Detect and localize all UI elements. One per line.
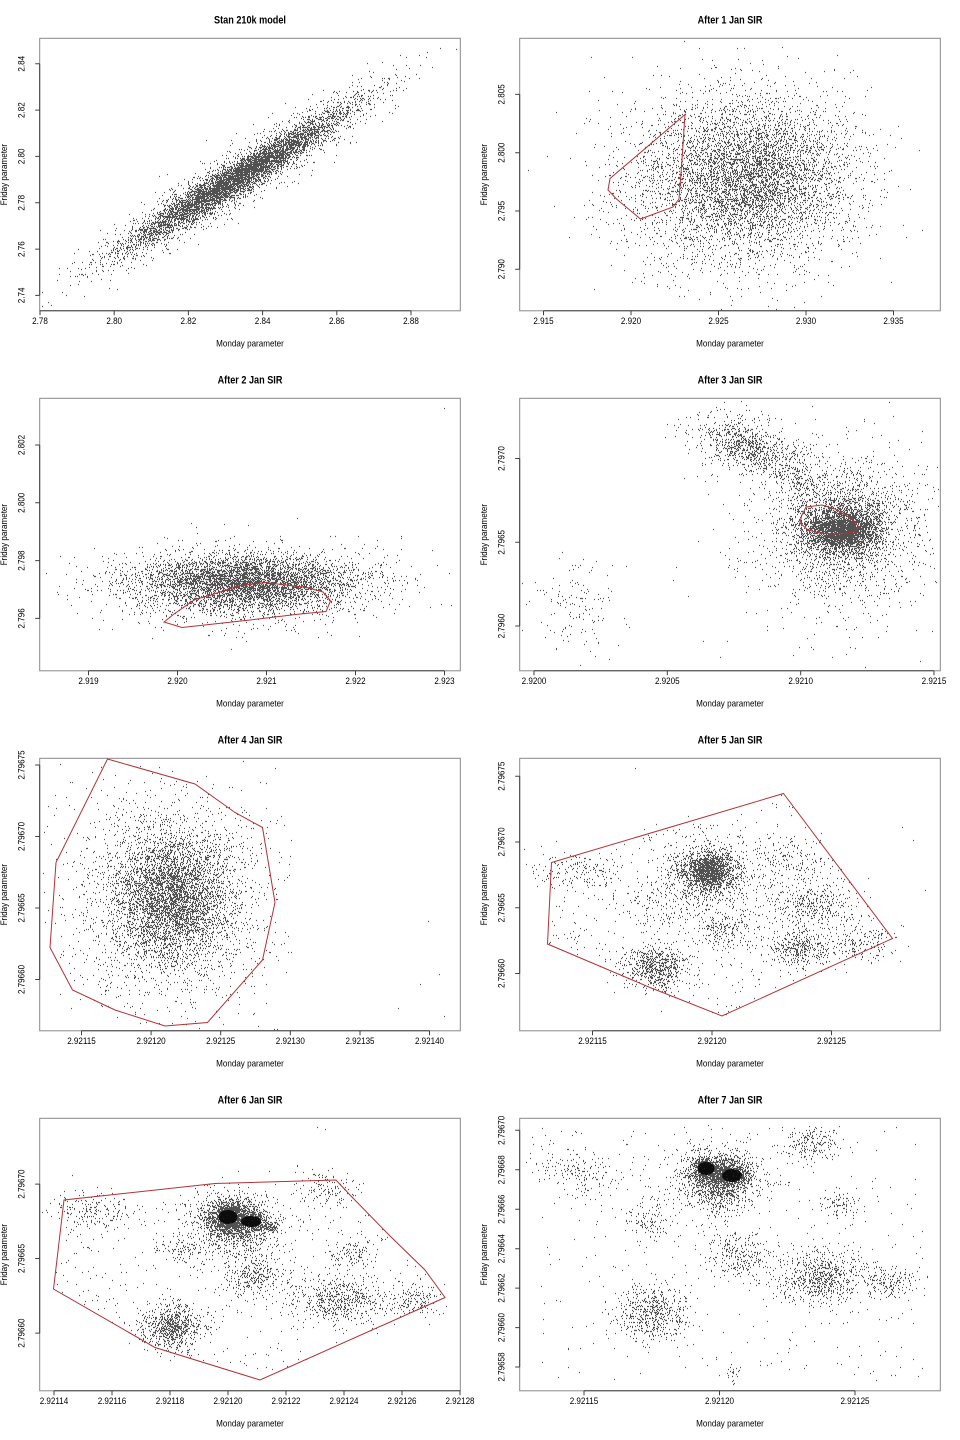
- svg-text:2.92116: 2.92116: [98, 1395, 127, 1406]
- svg-text:2.930: 2.930: [796, 315, 816, 326]
- svg-text:2.92118: 2.92118: [156, 1395, 185, 1406]
- svg-text:After 5 Jan SIR: After 5 Jan SIR: [698, 735, 763, 747]
- svg-text:After 7 Jan SIR: After 7 Jan SIR: [698, 1095, 763, 1107]
- svg-text:2.79664: 2.79664: [496, 1234, 507, 1263]
- svg-text:2.92135: 2.92135: [345, 1035, 374, 1046]
- svg-text:2.78: 2.78: [32, 315, 48, 326]
- svg-text:2.92120: 2.92120: [137, 1035, 166, 1046]
- svg-text:2.92125: 2.92125: [840, 1395, 869, 1406]
- svg-text:Monday parameter: Monday parameter: [216, 1417, 284, 1428]
- svg-text:2.795: 2.795: [496, 201, 507, 221]
- svg-text:2.9210: 2.9210: [788, 675, 813, 686]
- svg-text:2.79660: 2.79660: [496, 1313, 507, 1342]
- svg-text:2.92124: 2.92124: [329, 1395, 358, 1406]
- svg-text:2.79665: 2.79665: [16, 893, 27, 922]
- svg-text:2.92120: 2.92120: [705, 1395, 734, 1406]
- svg-text:2.79668: 2.79668: [496, 1155, 507, 1184]
- svg-text:Friday parameter: Friday parameter: [480, 144, 489, 205]
- svg-text:After 6 Jan SIR: After 6 Jan SIR: [218, 1095, 283, 1107]
- svg-text:2.7960: 2.7960: [496, 614, 507, 639]
- svg-text:2.925: 2.925: [708, 315, 728, 326]
- svg-text:2.9215: 2.9215: [922, 675, 947, 686]
- svg-text:2.82: 2.82: [181, 315, 197, 326]
- svg-text:2.92126: 2.92126: [387, 1395, 416, 1406]
- svg-text:2.920: 2.920: [621, 315, 641, 326]
- svg-text:2.796: 2.796: [16, 608, 27, 628]
- svg-text:After 2 Jan SIR: After 2 Jan SIR: [218, 375, 283, 387]
- svg-text:After 3 Jan SIR: After 3 Jan SIR: [698, 375, 763, 387]
- svg-text:Monday parameter: Monday parameter: [216, 337, 284, 348]
- svg-text:2.74: 2.74: [16, 288, 27, 304]
- svg-text:2.92115: 2.92115: [67, 1035, 96, 1046]
- svg-text:2.79670: 2.79670: [496, 827, 507, 856]
- svg-text:2.7970: 2.7970: [496, 446, 507, 471]
- svg-text:2.92130: 2.92130: [276, 1035, 305, 1046]
- svg-text:Monday parameter: Monday parameter: [696, 1417, 764, 1428]
- svg-text:2.923: 2.923: [434, 675, 454, 686]
- svg-text:Friday parameter: Friday parameter: [0, 1224, 9, 1285]
- svg-text:2.78: 2.78: [16, 195, 27, 211]
- svg-text:Friday parameter: Friday parameter: [0, 504, 9, 565]
- svg-text:2.79670: 2.79670: [496, 1116, 507, 1145]
- svg-text:2.7965: 2.7965: [496, 530, 507, 555]
- svg-text:2.800: 2.800: [16, 493, 27, 513]
- svg-text:2.79666: 2.79666: [496, 1195, 507, 1224]
- svg-text:2.84: 2.84: [16, 56, 27, 72]
- svg-text:2.800: 2.800: [496, 143, 507, 163]
- svg-text:Stan 210k model: Stan 210k model: [214, 15, 286, 27]
- svg-text:2.915: 2.915: [533, 315, 553, 326]
- svg-text:Friday parameter: Friday parameter: [0, 144, 9, 205]
- svg-text:2.79665: 2.79665: [496, 893, 507, 922]
- svg-text:2.9200: 2.9200: [522, 675, 547, 686]
- svg-text:Friday parameter: Friday parameter: [0, 864, 9, 925]
- svg-text:2.84: 2.84: [255, 315, 271, 326]
- svg-text:2.920: 2.920: [167, 675, 187, 686]
- svg-text:2.79660: 2.79660: [16, 965, 27, 994]
- svg-text:Friday parameter: Friday parameter: [480, 1224, 489, 1285]
- svg-text:Monday parameter: Monday parameter: [696, 337, 764, 348]
- svg-text:2.79660: 2.79660: [16, 1319, 27, 1348]
- svg-text:2.805: 2.805: [496, 84, 507, 104]
- svg-text:2.92120: 2.92120: [697, 1035, 726, 1046]
- svg-text:Monday parameter: Monday parameter: [696, 697, 764, 708]
- svg-text:Friday parameter: Friday parameter: [480, 504, 489, 565]
- svg-text:2.92114: 2.92114: [40, 1395, 69, 1406]
- svg-text:2.92122: 2.92122: [271, 1395, 300, 1406]
- svg-text:2.9205: 2.9205: [655, 675, 680, 686]
- svg-text:2.79670: 2.79670: [16, 822, 27, 851]
- svg-text:2.80: 2.80: [106, 315, 122, 326]
- svg-text:2.92115: 2.92115: [578, 1035, 607, 1046]
- svg-text:Monday parameter: Monday parameter: [216, 1057, 284, 1068]
- svg-text:2.92125: 2.92125: [817, 1035, 846, 1046]
- svg-text:2.92125: 2.92125: [206, 1035, 235, 1046]
- svg-text:2.76: 2.76: [16, 241, 27, 257]
- svg-text:2.79675: 2.79675: [16, 750, 27, 779]
- svg-text:2.79662: 2.79662: [496, 1274, 507, 1303]
- svg-text:2.79670: 2.79670: [16, 1170, 27, 1199]
- svg-text:Monday parameter: Monday parameter: [216, 697, 284, 708]
- svg-text:After 1 Jan SIR: After 1 Jan SIR: [698, 15, 763, 27]
- svg-text:2.79665: 2.79665: [16, 1244, 27, 1273]
- svg-text:2.92140: 2.92140: [415, 1035, 444, 1046]
- svg-text:2.79675: 2.79675: [496, 762, 507, 791]
- svg-text:2.935: 2.935: [883, 315, 903, 326]
- svg-text:2.798: 2.798: [16, 551, 27, 571]
- svg-text:2.82: 2.82: [16, 102, 27, 118]
- svg-text:2.921: 2.921: [256, 675, 276, 686]
- svg-text:2.92115: 2.92115: [570, 1395, 599, 1406]
- svg-text:2.92128: 2.92128: [445, 1395, 474, 1406]
- svg-text:2.86: 2.86: [329, 315, 345, 326]
- svg-text:2.919: 2.919: [78, 675, 98, 686]
- svg-text:2.790: 2.790: [496, 259, 507, 279]
- svg-text:2.80: 2.80: [16, 149, 27, 165]
- svg-text:2.802: 2.802: [16, 435, 27, 455]
- svg-text:2.79658: 2.79658: [496, 1352, 507, 1381]
- svg-text:Friday parameter: Friday parameter: [480, 864, 489, 925]
- svg-text:Monday parameter: Monday parameter: [696, 1057, 764, 1068]
- svg-text:2.79660: 2.79660: [496, 959, 507, 988]
- svg-text:2.92120: 2.92120: [213, 1395, 242, 1406]
- svg-text:2.88: 2.88: [403, 315, 419, 326]
- svg-text:2.922: 2.922: [345, 675, 365, 686]
- svg-text:After 4 Jan SIR: After 4 Jan SIR: [218, 735, 283, 747]
